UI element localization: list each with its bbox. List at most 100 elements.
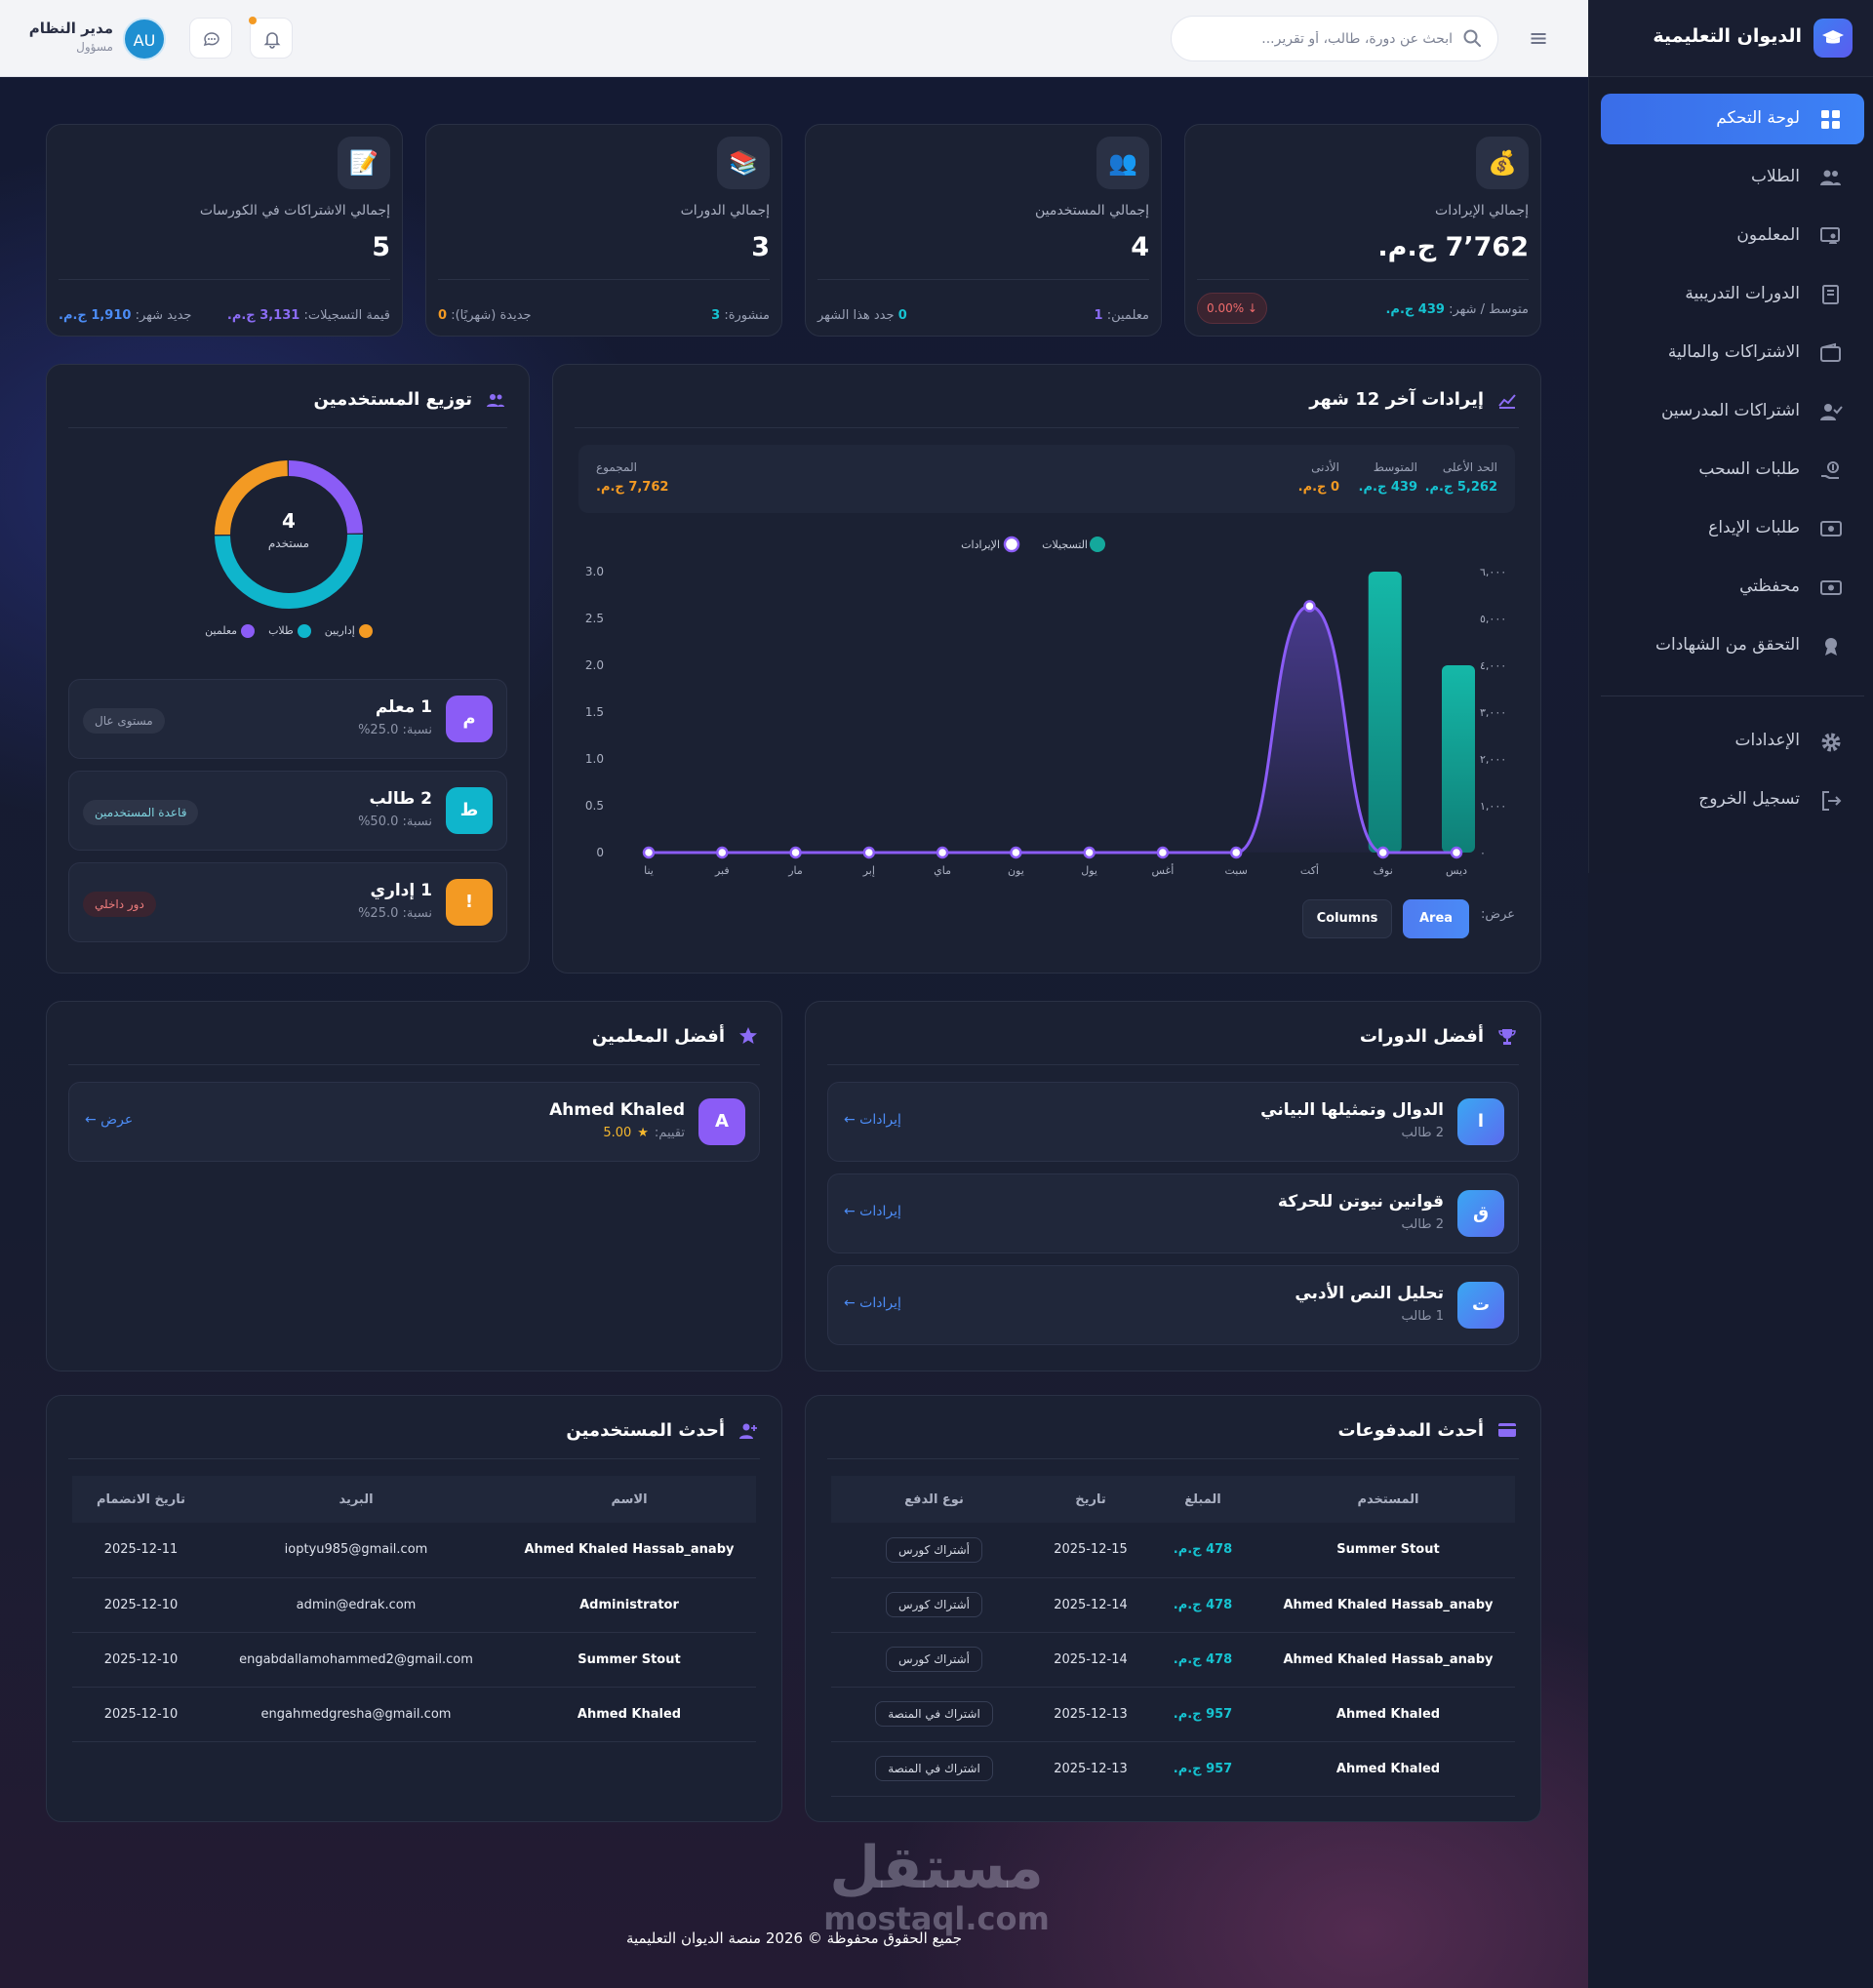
logout-icon (1819, 789, 1843, 811)
sidebar-item-deposit[interactable]: طلبات الإيداع (1601, 503, 1864, 554)
teacher-icon (1819, 225, 1843, 247)
payment-type-cell: أشتراك كورس (831, 1632, 1037, 1688)
new-value: 0 (438, 308, 448, 323)
payment-date: 2025-12-14 (1037, 1577, 1144, 1633)
donut-slice (288, 460, 363, 535)
sidebar-item-label: محفظتي (1739, 577, 1800, 596)
avatar[interactable]: AU (123, 18, 166, 60)
view-area-button[interactable]: Area (1403, 899, 1469, 938)
table-row[interactable]: Ahmed Khaled Hassab_anaby ioptyu985@gmail… (72, 1523, 756, 1578)
revenue-chart[interactable]: 0 0.5 1.0 1.5 2.0 2.5 3.0 ٠ ١,٠٠٠ ٢,٠٠٠ ٣,٠٠٠ ٤,٠٠٠… (553, 531, 1540, 892)
table-row[interactable]: Ahmed Khaled 957 ج.م. 2025-12-13 اشتراك في … (831, 1687, 1515, 1742)
teacher-avatar: A (698, 1098, 745, 1145)
teacher-item[interactable]: A Ahmed Khaled تقييم: ★ 5.00 عرض ← (68, 1082, 760, 1162)
x-axis-tick: إبر (862, 864, 875, 877)
table-row[interactable]: Ahmed Khaled engahmedgresha@gmail.com 2025… (72, 1687, 756, 1742)
sidebar-item-certificate[interactable]: التحقق من الشهادات (1601, 620, 1864, 671)
messages-button[interactable] (189, 18, 232, 59)
payment-user: Ahmed Khaled Hassab_anaby (1261, 1632, 1515, 1688)
course-item[interactable]: ق قوانين نيوتن للحركة 2 طالب إيرادات ← (827, 1173, 1519, 1253)
view-columns-button[interactable]: Columns (1302, 899, 1392, 938)
registrations-bar[interactable] (1442, 665, 1475, 853)
sidebar-item-logout[interactable]: تسجيل الخروج (1601, 775, 1864, 825)
revenue-point[interactable] (1376, 846, 1389, 859)
teacher-view-link[interactable]: عرض ← (85, 1112, 134, 1128)
role-ratio: نسبة: 50.0% (358, 815, 432, 829)
revenue-point[interactable] (862, 846, 876, 859)
divider (68, 427, 507, 428)
revenue-point[interactable] (789, 846, 802, 859)
course-item[interactable]: ت تحليل النص الأدبي 1 طالب إيرادات ← (827, 1265, 1519, 1345)
watermark-logo: مستقل mostaql.com (810, 1834, 1063, 1935)
published-label: منشورة: (724, 308, 770, 323)
change-badge: 0.00% ↓ (1197, 293, 1267, 324)
new-label: جديدة (شهريًا): (451, 308, 532, 323)
table-row[interactable]: Ahmed Khaled 957 ج.م. 2025-12-13 اشتراك في … (831, 1741, 1515, 1797)
revenue-point[interactable] (1010, 846, 1022, 859)
monthly-value: 1,910 ج.م. (59, 308, 132, 323)
search-input[interactable] (1189, 24, 1453, 54)
role-pill: مستوى عال (83, 708, 165, 734)
top-teachers-card: أفضل المعلمين A Ahmed Khaled تقييم: ★ 5.00 عر… (46, 1001, 782, 1372)
revenue-point[interactable] (642, 846, 656, 859)
course-avatar: ق (1457, 1190, 1504, 1237)
x-axis-tick: أغس (1151, 863, 1174, 877)
section-title: إيرادات آخر 12 شهر (1309, 389, 1484, 410)
revenue-point[interactable] (716, 846, 729, 859)
x-axis-tick: يون (1008, 864, 1024, 877)
sidebar-item-users[interactable]: الطلاب (1601, 152, 1864, 203)
search-box[interactable] (1171, 16, 1498, 61)
table-row[interactable]: Summer Stout engabdallamohammed2@gmail.co… (72, 1632, 756, 1688)
memo-icon: 📝 (338, 137, 390, 189)
role-avatar: ط (446, 787, 493, 834)
table-row[interactable]: Ahmed Khaled Hassab_anaby 478 ج.م. 2025-12… (831, 1632, 1515, 1688)
sidebar-item-label: الطلاب (1751, 167, 1800, 186)
menu-toggle-icon[interactable]: ≡ (1528, 24, 1549, 52)
sidebar-item-wallet[interactable]: الاشتراكات والمالية (1601, 328, 1864, 378)
published-value: 3 (711, 308, 721, 323)
sidebar-item-gear[interactable]: الإعدادات (1601, 716, 1864, 767)
sidebar-item-book[interactable]: الدورات التدريبية (1601, 269, 1864, 320)
revenue-point[interactable] (1303, 600, 1316, 613)
revenue-point[interactable] (1156, 846, 1170, 859)
sidebar-item-cash[interactable]: محفظتي (1601, 562, 1864, 613)
stat-value: 4 (1131, 232, 1149, 262)
table-row[interactable]: Summer Stout 478 ج.م. 2025-12-15 أشتراك كور… (831, 1523, 1515, 1578)
stat-value: 3 (751, 232, 770, 262)
table-row[interactable]: Ahmed Khaled Hassab_anaby 478 ج.م. 2025-12… (831, 1577, 1515, 1633)
course-revenue-link[interactable]: إيرادات ← (844, 1112, 901, 1128)
cash-icon (1819, 577, 1843, 598)
course-revenue-link[interactable]: إيرادات ← (844, 1204, 901, 1219)
course-students: 1 طالب (1401, 1309, 1444, 1324)
course-item[interactable]: ا الدوال وتمثيلها البياني 2 طالب إيرادات ← (827, 1082, 1519, 1162)
revenue-point[interactable] (1083, 846, 1096, 859)
payment-type-cell: اشتراك في المنصة (831, 1741, 1037, 1797)
revenue-point[interactable] (1229, 846, 1243, 859)
left-axis-tick: 1.0 (585, 752, 604, 766)
stat-title: إجمالي الإيرادات (1435, 203, 1529, 219)
sidebar-item-grid[interactable]: لوحة التحكم (1601, 94, 1864, 144)
revenue-point[interactable] (936, 846, 949, 859)
left-axis-tick: 0.5 (585, 799, 604, 813)
stat-monthly: جديد شهر: 1,910 ج.م. (59, 308, 191, 323)
revenue-point[interactable] (1450, 846, 1463, 859)
registrations-bar[interactable] (1368, 572, 1402, 853)
sidebar-item-withdraw[interactable]: طلبات السحب (1601, 445, 1864, 496)
column-header: تاريخ (1037, 1476, 1144, 1523)
left-axis-tick: 2.5 (585, 612, 604, 625)
reg-label: قيمة التسجيلات: (303, 308, 390, 323)
course-revenue-link[interactable]: إيرادات ← (844, 1295, 901, 1311)
legend-swatch (241, 624, 256, 638)
sidebar-item-teacher[interactable]: المعلمون (1601, 211, 1864, 261)
table-row[interactable]: Administrator admin@edrak.com 2025-12-10 (72, 1577, 756, 1633)
payment-date: 2025-12-13 (1037, 1687, 1144, 1742)
sidebar-item-user-check[interactable]: اشتراكات المدرسين (1601, 386, 1864, 437)
notifications-button[interactable] (249, 17, 293, 59)
distribution-item: ! 1 إداري نسبة: 25.0% دور داخلي (68, 862, 507, 942)
legend-label: طلاب (268, 624, 294, 637)
teacher-rating: تقييم: ★ 5.00 (603, 1126, 685, 1140)
donut-total: 4 (282, 509, 296, 533)
donut-total-label: مستخدم (267, 537, 310, 550)
user-check-icon (1819, 401, 1843, 422)
brand: الديوان التعليمية (1589, 0, 1873, 77)
